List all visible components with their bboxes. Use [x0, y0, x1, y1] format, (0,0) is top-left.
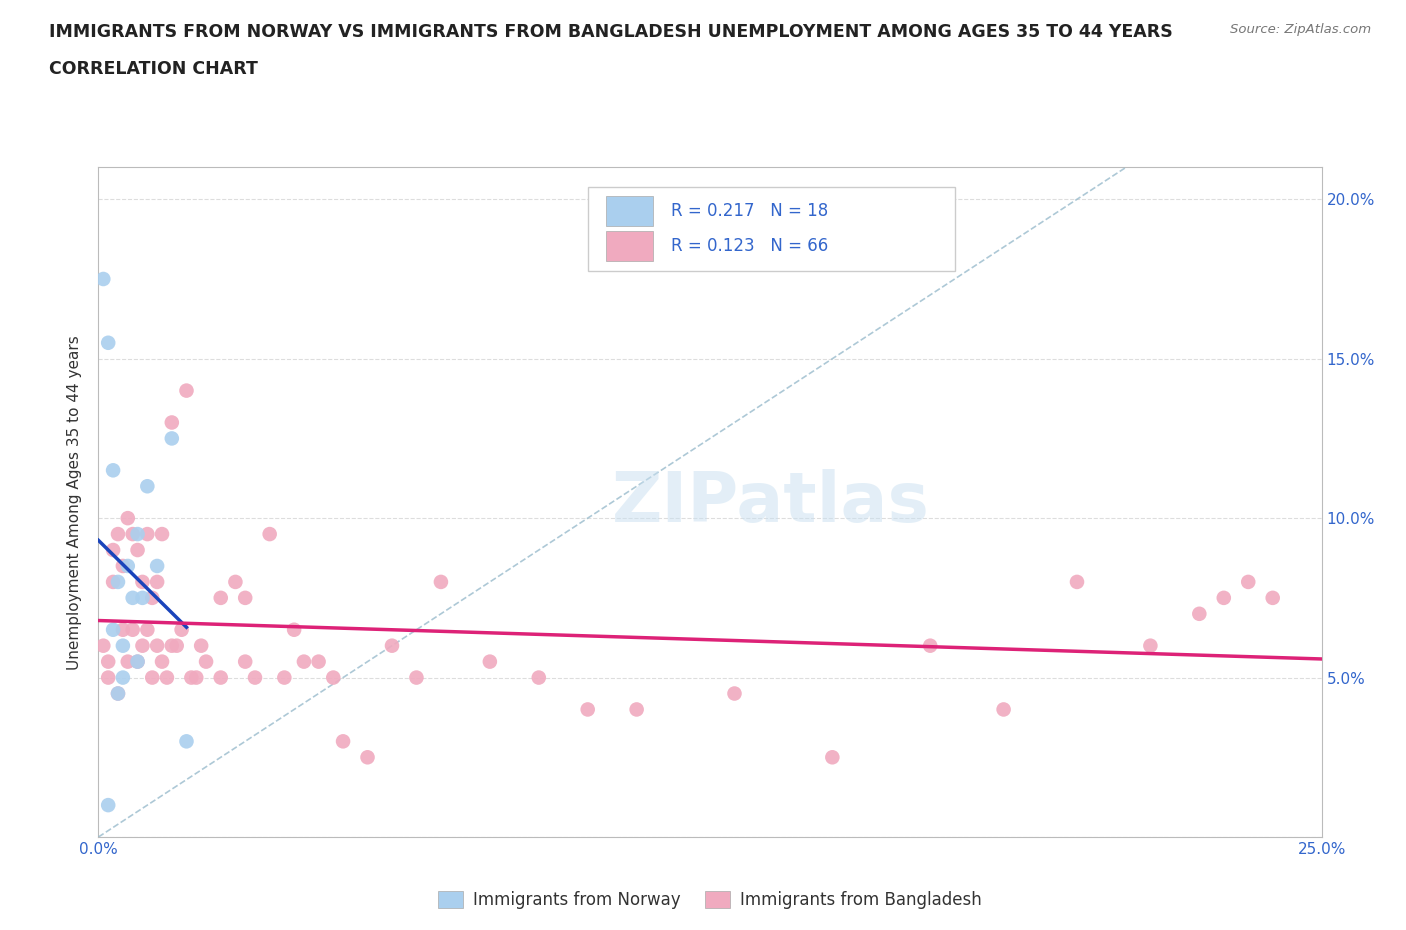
- Point: [920, 638, 942, 653]
- Point: [97, 336, 120, 351]
- Point: [107, 526, 129, 541]
- Point: [127, 526, 149, 541]
- Point: [107, 686, 129, 701]
- Point: [190, 638, 212, 653]
- Point: [150, 526, 173, 541]
- Point: [107, 575, 129, 590]
- Text: ZIPatlas: ZIPatlas: [612, 469, 931, 536]
- Point: [160, 638, 183, 653]
- Point: [1066, 575, 1088, 590]
- Point: [1212, 591, 1234, 605]
- Text: CORRELATION CHART: CORRELATION CHART: [49, 60, 259, 78]
- Point: [195, 654, 218, 669]
- Point: [121, 591, 143, 605]
- Point: [127, 654, 149, 669]
- Point: [97, 654, 120, 669]
- Point: [821, 750, 844, 764]
- Point: [176, 734, 198, 749]
- Point: [111, 559, 134, 574]
- Point: [111, 638, 134, 653]
- Legend: Immigrants from Norway, Immigrants from Bangladesh: Immigrants from Norway, Immigrants from …: [432, 884, 988, 916]
- Point: [141, 671, 163, 685]
- Point: [233, 654, 256, 669]
- FancyBboxPatch shape: [606, 231, 652, 261]
- Point: [91, 638, 114, 653]
- Point: [141, 591, 163, 605]
- Point: [170, 622, 193, 637]
- FancyBboxPatch shape: [588, 188, 955, 272]
- Point: [101, 622, 124, 637]
- Point: [127, 654, 149, 669]
- Point: [576, 702, 599, 717]
- Point: [993, 702, 1015, 717]
- Point: [150, 654, 173, 669]
- Point: [626, 702, 648, 717]
- Point: [332, 734, 354, 749]
- Point: [97, 671, 120, 685]
- Point: [127, 542, 149, 557]
- Point: [209, 591, 232, 605]
- Point: [131, 638, 153, 653]
- Point: [136, 622, 159, 637]
- Point: [224, 575, 246, 590]
- Point: [1261, 591, 1284, 605]
- Point: [478, 654, 501, 669]
- Text: R = 0.123   N = 66: R = 0.123 N = 66: [671, 237, 828, 255]
- Point: [101, 575, 124, 590]
- Text: IMMIGRANTS FROM NORWAY VS IMMIGRANTS FROM BANGLADESH UNEMPLOYMENT AMONG AGES 35 : IMMIGRANTS FROM NORWAY VS IMMIGRANTS FRO…: [49, 23, 1173, 41]
- Text: Source: ZipAtlas.com: Source: ZipAtlas.com: [1230, 23, 1371, 36]
- Point: [430, 575, 453, 590]
- Point: [308, 654, 330, 669]
- Point: [101, 542, 124, 557]
- Point: [180, 671, 202, 685]
- Point: [233, 591, 256, 605]
- Point: [146, 559, 169, 574]
- Point: [117, 559, 139, 574]
- Point: [156, 671, 179, 685]
- Point: [292, 654, 315, 669]
- FancyBboxPatch shape: [606, 195, 652, 226]
- Text: R = 0.217   N = 18: R = 0.217 N = 18: [671, 202, 828, 219]
- Point: [91, 272, 114, 286]
- Point: [131, 575, 153, 590]
- Point: [136, 526, 159, 541]
- Point: [356, 750, 378, 764]
- Point: [243, 671, 266, 685]
- Point: [209, 671, 232, 685]
- Point: [322, 671, 344, 685]
- Point: [146, 575, 169, 590]
- Point: [1188, 606, 1211, 621]
- Point: [259, 526, 281, 541]
- Point: [160, 415, 183, 430]
- Point: [160, 431, 183, 445]
- Point: [111, 671, 134, 685]
- Point: [1237, 575, 1260, 590]
- Point: [405, 671, 427, 685]
- Point: [273, 671, 295, 685]
- Point: [107, 686, 129, 701]
- Point: [176, 383, 198, 398]
- Point: [131, 591, 153, 605]
- Point: [117, 654, 139, 669]
- Point: [136, 479, 159, 494]
- Point: [166, 638, 188, 653]
- Point: [723, 686, 745, 701]
- Point: [101, 463, 124, 478]
- Point: [121, 622, 143, 637]
- Point: [527, 671, 550, 685]
- Point: [381, 638, 404, 653]
- Point: [146, 638, 169, 653]
- Y-axis label: Unemployment Among Ages 35 to 44 years: Unemployment Among Ages 35 to 44 years: [67, 335, 83, 670]
- Point: [186, 671, 208, 685]
- Point: [121, 526, 143, 541]
- Point: [111, 622, 134, 637]
- Point: [97, 798, 120, 813]
- Point: [1139, 638, 1161, 653]
- Point: [283, 622, 305, 637]
- Point: [117, 511, 139, 525]
